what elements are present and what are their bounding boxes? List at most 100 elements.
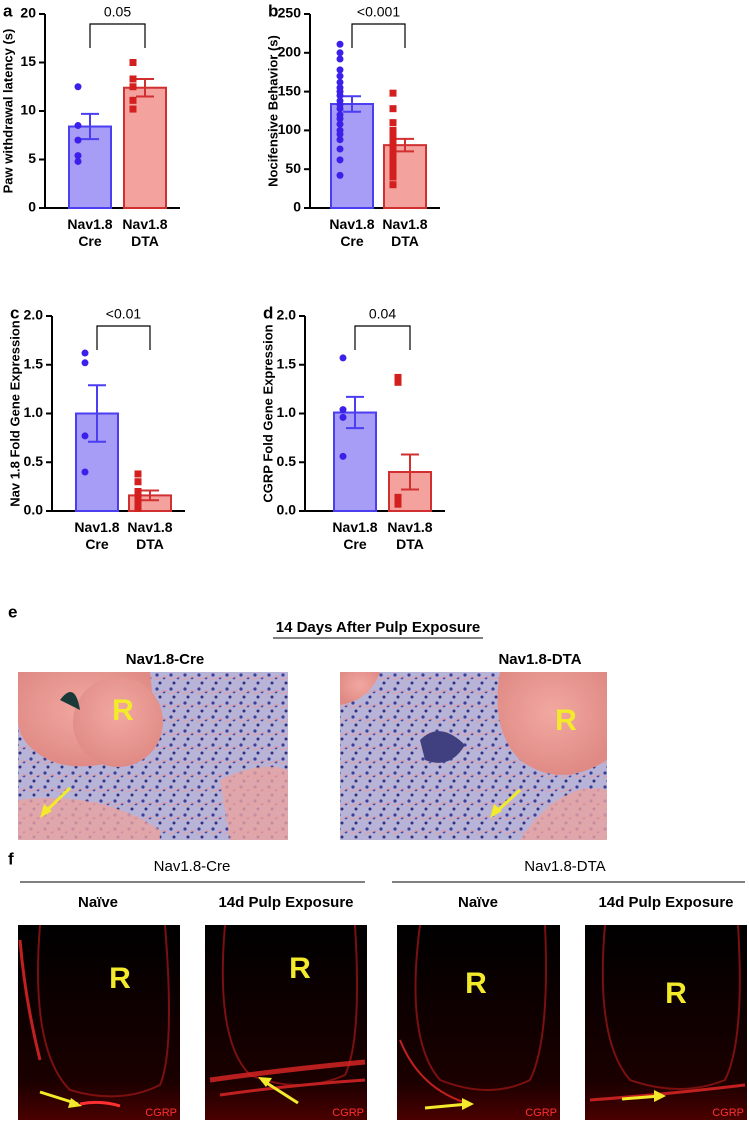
data-point [134, 491, 142, 499]
fluorescence-image: R CGRP [205, 924, 367, 1120]
data-point [134, 502, 142, 510]
y-tick-label: 50 [285, 160, 301, 176]
image-title: Nav1.8-DTA [498, 651, 581, 668]
error-bar [346, 395, 364, 430]
fluorescence-image: R CGRP [18, 924, 180, 1120]
group-title: Nav1.8-DTA [524, 858, 605, 875]
error-bar [136, 77, 154, 98]
stain-label: CGRP [712, 1107, 744, 1119]
marker: R [289, 952, 311, 985]
stain-label: CGRP [525, 1107, 557, 1119]
data-point [74, 157, 82, 165]
y-tick-label: 10 [20, 102, 36, 118]
data-point [336, 171, 344, 179]
image-title: 14d Pulp Exposure [598, 894, 733, 911]
data-point [389, 146, 397, 154]
data-point [129, 59, 137, 66]
panel-label: e [8, 602, 17, 621]
data-point [394, 378, 402, 386]
data-point [336, 91, 344, 99]
data-point [336, 40, 344, 48]
data-point [389, 181, 397, 189]
data-point [394, 373, 402, 381]
y-tick-label: 1.5 [24, 355, 44, 371]
data-point [134, 488, 142, 495]
data-point [129, 96, 137, 104]
stain-label: CGRP [332, 1107, 364, 1119]
data-point [389, 105, 397, 113]
panel-label: d [263, 303, 273, 322]
x-tick-label: Nav1.8 DTA [382, 216, 428, 249]
data-point [134, 497, 142, 505]
x-tick-label: Nav1.8 Cre [332, 519, 378, 552]
y-axis-label: Paw withdrawal latency (s) [0, 29, 15, 194]
x-tick-label: Nav1.8 Cre [74, 519, 120, 552]
x-tick-label-box: Nav1.8 Cre [67, 216, 113, 249]
data-point [389, 130, 397, 138]
x-tick-label: Nav1.8 Cre [67, 216, 113, 249]
bracket [354, 325, 411, 350]
data-point [336, 55, 344, 63]
y-tick-label: 15 [20, 53, 36, 69]
data-point [336, 66, 344, 74]
panel-label: b [268, 1, 278, 20]
data-point [336, 78, 344, 86]
data-point [336, 156, 344, 164]
data-point [81, 359, 89, 367]
x-tick-label: Nav1.8 DTA [387, 519, 433, 552]
data-point [74, 122, 82, 130]
marker: R [112, 694, 134, 727]
y-tick-label: 1.0 [277, 404, 297, 420]
error-bar [401, 453, 419, 491]
error-bar [396, 137, 414, 153]
x-tick-label-box: Nav1.8 Cre [74, 519, 120, 552]
panel-label: c [10, 303, 19, 322]
fluorescence-image: R CGRP [397, 924, 560, 1120]
y-tick-label: 0 [28, 199, 36, 215]
data-point [336, 49, 344, 57]
error-bar [88, 384, 106, 443]
data-point [74, 83, 82, 91]
y-tick-label: 0.5 [24, 453, 44, 469]
data-point [389, 167, 397, 175]
y-tick-label: 0.0 [24, 502, 44, 518]
data-point [389, 142, 397, 150]
y-axis-label: CGRP Fold Gene Expression [260, 324, 275, 502]
data-point [74, 136, 82, 144]
image-title: Naïve [458, 894, 498, 911]
annotation: 0.04 [369, 306, 396, 322]
group-title: Nav1.8-Cre [154, 858, 231, 875]
x-tick-label-box: Nav1.8 DTA [122, 216, 167, 249]
data-point [81, 432, 89, 440]
data-point [129, 75, 137, 83]
data-point [81, 349, 89, 357]
error-bar [141, 489, 159, 502]
marker: R [465, 967, 487, 1000]
y-tick-label: 2.0 [24, 307, 44, 323]
y-tick-label: 0.0 [277, 502, 297, 518]
annotation: <0.001 [357, 4, 400, 20]
data-point [336, 130, 344, 138]
bracket [351, 23, 406, 48]
data-point [336, 136, 344, 144]
data-point [134, 478, 142, 486]
data-point [336, 105, 344, 113]
marker: R [555, 704, 577, 737]
panel-label: a [3, 1, 13, 20]
bracket [89, 23, 146, 48]
fluorescence-image: R CGRP [585, 924, 747, 1120]
charts: a 0 5 10 15 20 Paw withdrawal latency (s) Nav1.… [0, 1, 445, 552]
stain-label: CGRP [145, 1107, 177, 1119]
y-tick-label: 20 [20, 5, 36, 21]
x-tick-label-box: Nav1.8 Cre [332, 519, 378, 552]
data-point [81, 468, 89, 476]
data-point [389, 154, 397, 162]
error-bar [343, 95, 361, 113]
data-point [389, 150, 397, 158]
y-tick-label: 250 [278, 5, 302, 21]
histology-image: R [340, 672, 607, 840]
data-point [389, 89, 397, 97]
data-point [389, 119, 397, 127]
x-tick-label-box: Nav1.8 Cre [329, 216, 374, 249]
panel-label: f [8, 849, 14, 868]
